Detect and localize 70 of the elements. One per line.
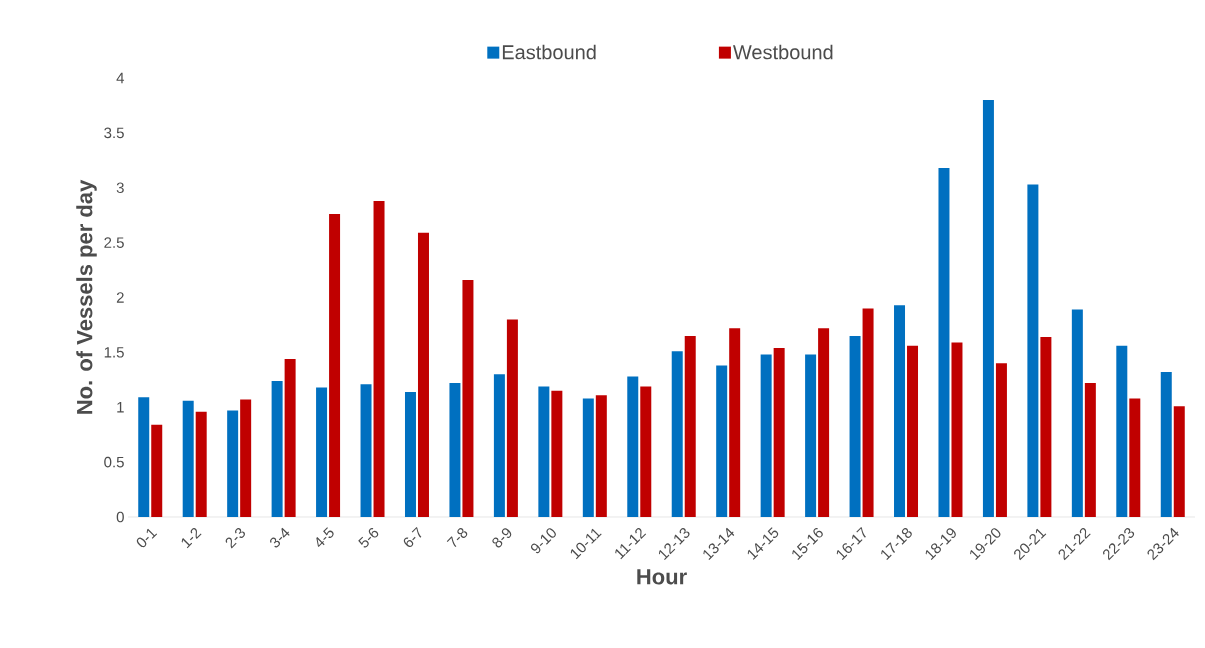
y-tick-label: 3 — [116, 182, 124, 194]
bar — [938, 167, 950, 517]
bar — [329, 214, 341, 517]
bar — [1040, 337, 1052, 517]
x-tick-label: 7-8 — [446, 528, 468, 548]
y-tick-label: 0 — [116, 511, 124, 523]
y-tick-label: 1 — [117, 402, 124, 413]
bar — [138, 397, 150, 517]
y-tick-label: 4 — [116, 72, 125, 84]
bar — [195, 411, 207, 517]
bar — [1027, 184, 1039, 517]
bar — [316, 387, 328, 517]
y-axis-title: No. of Vessels per day — [76, 179, 97, 414]
x-axis-title: Hour — [637, 569, 687, 585]
bar — [995, 363, 1007, 517]
bar — [360, 384, 372, 517]
bar — [582, 398, 594, 517]
bar — [284, 358, 296, 517]
legend-label: Eastbound — [502, 44, 596, 60]
bar — [773, 347, 785, 517]
bar — [182, 400, 194, 517]
bar — [805, 354, 817, 517]
bar — [151, 424, 163, 517]
bar — [729, 328, 741, 517]
bar — [404, 391, 416, 517]
bar — [538, 386, 550, 517]
bar — [506, 319, 518, 517]
bar — [671, 351, 683, 517]
y-tick-label: 0.5 — [104, 456, 124, 468]
bar — [417, 232, 429, 517]
bar — [1116, 345, 1128, 517]
x-tick-label: 3-4 — [270, 527, 290, 548]
bar — [1084, 383, 1096, 517]
bar — [640, 386, 652, 517]
bar — [907, 345, 919, 517]
bar — [1173, 406, 1185, 517]
bar — [462, 279, 474, 517]
bar — [760, 354, 772, 517]
y-tick-label: 2.5 — [104, 237, 124, 248]
bar — [684, 335, 696, 517]
x-tick-label: 0-1 — [136, 528, 158, 548]
bar — [271, 380, 283, 517]
bar — [862, 308, 874, 517]
bar — [551, 390, 563, 517]
bar — [982, 99, 994, 517]
bar — [951, 342, 963, 517]
bar — [1129, 398, 1141, 517]
y-tick-label: 2 — [116, 292, 124, 303]
y-tick-label: 1.5 — [104, 347, 124, 358]
bar — [818, 328, 830, 517]
bar — [493, 374, 505, 517]
bar — [627, 376, 639, 517]
bar — [1071, 309, 1083, 517]
x-tick-label: 6-7 — [403, 526, 422, 548]
y-tick-label: 3.5 — [104, 127, 124, 139]
x-tick-label: 1-2 — [181, 528, 202, 549]
legend-label: Westbound — [733, 44, 833, 60]
x-tick-label: 8-9 — [492, 528, 512, 548]
bar — [894, 305, 906, 517]
bar — [449, 383, 461, 517]
bar — [1160, 372, 1172, 517]
bar — [595, 395, 607, 517]
bar — [716, 365, 728, 517]
bar — [849, 335, 861, 517]
x-tick-label: 2-3 — [225, 528, 245, 549]
x-tick-label: 4-5 — [316, 527, 334, 547]
bar — [373, 200, 385, 517]
bar — [240, 399, 252, 517]
bar — [227, 410, 239, 517]
x-tick-label: 5-6 — [358, 528, 379, 548]
